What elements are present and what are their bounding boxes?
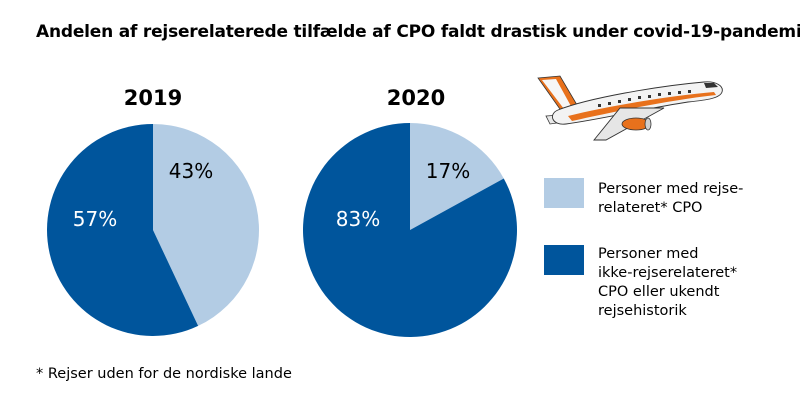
airplane-icon	[537, 75, 723, 141]
pie-label-2019-non-travel: 57%	[73, 207, 117, 231]
legend-label-travel-line-1: Personer med rejse-	[598, 181, 744, 197]
pie-label-2020-non-travel: 83%	[336, 207, 380, 231]
pie-title-2019: 2019	[123, 86, 183, 110]
footnote: * Rejser uden for de nordiske lande	[36, 366, 292, 382]
pie-slice-2020-travel	[410, 123, 504, 230]
legend-swatch-non-travel	[544, 245, 584, 275]
pie-slice-2019-non-travel	[47, 124, 199, 336]
legend-label-non-travel-line-4: rejsehistorik	[598, 303, 687, 319]
legend-label-travel: Personer med rejse- relateret* CPO	[598, 180, 798, 218]
chart-title: Andelen af rejserelaterede tilfælde af C…	[36, 22, 800, 42]
pie-label-2020-travel: 17%	[426, 159, 470, 183]
legend-label-non-travel: Personer med ikke-rejserelateret* CPO el…	[598, 245, 798, 321]
legend-label-travel-line-2: relateret* CPO	[598, 200, 703, 216]
pie-title-2020: 2020	[386, 86, 446, 110]
legend-label-non-travel-line-1: Personer med	[598, 246, 699, 262]
legend-label-non-travel-line-2: ikke-rejserelateret*	[598, 265, 738, 281]
legend-label-non-travel-line-3: CPO eller ukendt	[598, 284, 720, 300]
pie-slice-2020-non-travel	[303, 123, 517, 337]
pie-label-2019-travel: 43%	[169, 159, 213, 183]
legend-swatch-travel	[544, 178, 584, 208]
pie-slice-2019-travel	[153, 124, 259, 326]
